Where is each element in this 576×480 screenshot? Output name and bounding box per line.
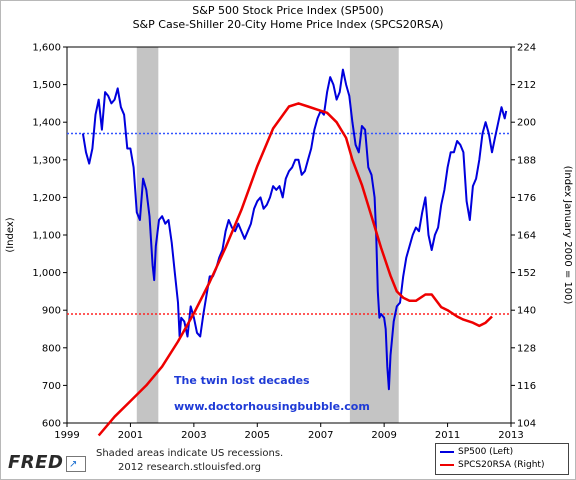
source-note: 2012 research.stlouisfed.org [118,462,262,473]
x-tick-label: 2009 [371,430,396,441]
y-tick-label-right: 212 [517,80,536,91]
legend-item: SP500 (Left) [440,447,513,459]
y-tick-label-right: 128 [517,343,536,354]
y-tick-label-left: 600 [42,419,61,430]
annotation-url: www.doctorhousingbubble.com [174,400,370,413]
y-tick-label-left: 1,200 [32,193,61,204]
legend-swatch [440,450,454,453]
y-tick-label-left: 900 [42,306,61,317]
y-tick-label-left: 1,400 [32,118,61,129]
y-tick-label-right: 116 [517,381,536,392]
series-line [97,102,493,437]
recession-band [136,47,159,423]
annotation-title: The twin lost decades [174,374,310,387]
chart-subtitle: S&P Case-Shiller 20-City Home Price Inde… [132,18,444,31]
legend: SP500 (Left) SPCS20RSA (Right) [435,443,569,475]
x-tick-label: 1999 [54,430,79,441]
series-line [81,68,508,391]
y-tick-label-left: 800 [42,343,61,354]
plot-area [66,46,512,424]
y-tick-label-right: 140 [517,306,536,317]
y-tick-label-right: 200 [517,118,536,129]
y-tick-label-left: 1,000 [32,268,61,279]
fred-logo: FRED [8,452,64,473]
x-tick-label: 2013 [498,430,523,441]
recession-note: Shaded areas indicate US recessions. [96,448,284,459]
y-tick-label-left: 1,500 [32,80,61,91]
y-tick-label-left: 1,100 [32,231,61,242]
x-tick-label: 2011 [435,430,460,441]
legend-label: SPCS20RSA (Right) [458,460,545,470]
recession-band [349,47,399,423]
y-tick-label-left: 1,300 [32,155,61,166]
y-tick-label-left: 700 [42,381,61,392]
y-axis-label-right: (Index January 2000 = 100) [562,166,573,305]
legend-label: SP500 (Left) [458,447,514,457]
fred-chart-icon: ↗ [66,456,86,472]
y-axis-label-left: (Index) [5,217,16,252]
y-tick-label-right: 188 [517,155,536,166]
y-tick-label-left: 1,600 [32,43,61,54]
y-tick-label-right: 176 [517,193,536,204]
legend-item: SPCS20RSA (Right) [440,460,544,472]
y-tick-label-right: 164 [517,231,536,242]
x-tick-label: 2001 [118,430,143,441]
x-tick-label: 2003 [181,430,206,441]
x-tick-label: 2007 [308,430,333,441]
legend-swatch [440,463,454,466]
y-tick-label-right: 152 [517,268,536,279]
x-tick-label: 2005 [245,430,270,441]
chart-title: S&P 500 Stock Price Index (SP500) [192,4,384,17]
y-tick-label-right: 224 [517,43,536,54]
y-tick-label-right: 104 [517,419,536,430]
